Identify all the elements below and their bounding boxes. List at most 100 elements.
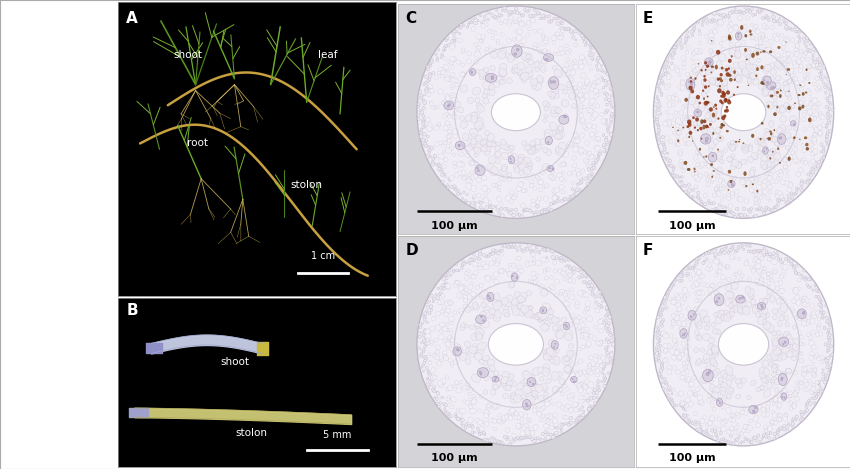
Ellipse shape (751, 167, 756, 172)
Ellipse shape (716, 259, 720, 263)
Ellipse shape (597, 158, 599, 160)
Ellipse shape (552, 17, 555, 20)
Ellipse shape (523, 400, 531, 410)
Ellipse shape (761, 32, 765, 37)
Ellipse shape (471, 333, 478, 341)
Ellipse shape (592, 163, 595, 167)
Ellipse shape (657, 108, 660, 112)
Ellipse shape (545, 149, 552, 156)
Ellipse shape (740, 159, 746, 165)
Ellipse shape (479, 359, 484, 364)
Ellipse shape (516, 275, 520, 279)
Ellipse shape (821, 123, 825, 128)
Ellipse shape (794, 103, 796, 104)
Ellipse shape (542, 17, 546, 20)
Ellipse shape (521, 72, 530, 80)
Ellipse shape (659, 88, 660, 90)
Ellipse shape (441, 101, 445, 105)
Ellipse shape (761, 377, 767, 383)
Ellipse shape (558, 126, 563, 130)
Ellipse shape (684, 330, 689, 335)
Ellipse shape (467, 390, 471, 393)
Ellipse shape (570, 316, 574, 319)
Ellipse shape (829, 103, 832, 106)
Ellipse shape (672, 319, 675, 323)
Ellipse shape (756, 434, 760, 437)
Ellipse shape (771, 364, 778, 371)
Ellipse shape (715, 290, 719, 296)
Ellipse shape (829, 114, 832, 117)
Ellipse shape (422, 99, 425, 102)
Ellipse shape (686, 334, 688, 337)
Ellipse shape (538, 311, 547, 320)
Ellipse shape (575, 96, 580, 101)
Ellipse shape (757, 208, 760, 211)
Ellipse shape (678, 294, 683, 298)
Ellipse shape (603, 374, 606, 377)
Ellipse shape (773, 364, 776, 369)
Ellipse shape (436, 124, 440, 128)
Ellipse shape (775, 53, 780, 57)
Ellipse shape (760, 386, 764, 390)
Ellipse shape (436, 392, 439, 396)
Ellipse shape (666, 295, 669, 298)
Ellipse shape (796, 59, 802, 64)
Ellipse shape (609, 333, 612, 337)
Ellipse shape (802, 158, 806, 161)
Ellipse shape (507, 245, 510, 249)
Ellipse shape (478, 170, 479, 172)
Ellipse shape (502, 418, 506, 423)
Ellipse shape (707, 199, 710, 202)
Ellipse shape (462, 287, 465, 290)
Ellipse shape (779, 352, 787, 360)
Ellipse shape (547, 368, 551, 373)
Ellipse shape (684, 417, 688, 421)
Ellipse shape (669, 54, 672, 56)
Ellipse shape (688, 36, 690, 38)
Ellipse shape (687, 307, 691, 310)
Ellipse shape (661, 309, 664, 312)
Ellipse shape (672, 127, 674, 128)
Ellipse shape (422, 115, 425, 117)
Ellipse shape (548, 77, 558, 90)
Ellipse shape (819, 303, 823, 308)
Ellipse shape (444, 283, 447, 287)
Ellipse shape (820, 356, 824, 360)
Ellipse shape (796, 300, 802, 305)
Ellipse shape (781, 393, 787, 400)
Ellipse shape (504, 145, 510, 151)
Ellipse shape (703, 78, 706, 82)
Ellipse shape (762, 23, 768, 29)
Ellipse shape (706, 64, 711, 70)
Ellipse shape (449, 328, 452, 332)
Ellipse shape (586, 340, 592, 347)
Ellipse shape (740, 244, 744, 248)
Ellipse shape (581, 119, 586, 124)
Ellipse shape (685, 397, 690, 403)
Ellipse shape (683, 165, 687, 169)
Ellipse shape (658, 341, 660, 343)
Ellipse shape (768, 326, 774, 333)
Ellipse shape (445, 94, 449, 98)
Ellipse shape (538, 316, 544, 321)
Ellipse shape (425, 329, 431, 335)
Ellipse shape (492, 183, 496, 187)
Ellipse shape (768, 158, 775, 167)
Ellipse shape (685, 292, 689, 297)
Ellipse shape (694, 185, 698, 189)
Ellipse shape (466, 59, 471, 64)
Ellipse shape (449, 316, 455, 322)
Ellipse shape (830, 345, 833, 348)
Ellipse shape (663, 145, 666, 149)
Ellipse shape (417, 6, 615, 219)
Ellipse shape (759, 440, 762, 443)
Ellipse shape (800, 182, 803, 186)
Ellipse shape (767, 401, 771, 406)
Ellipse shape (450, 56, 456, 61)
Ellipse shape (729, 179, 733, 183)
Ellipse shape (481, 261, 486, 266)
Ellipse shape (590, 134, 596, 139)
Ellipse shape (787, 198, 790, 201)
Ellipse shape (445, 376, 449, 379)
Ellipse shape (466, 153, 470, 158)
